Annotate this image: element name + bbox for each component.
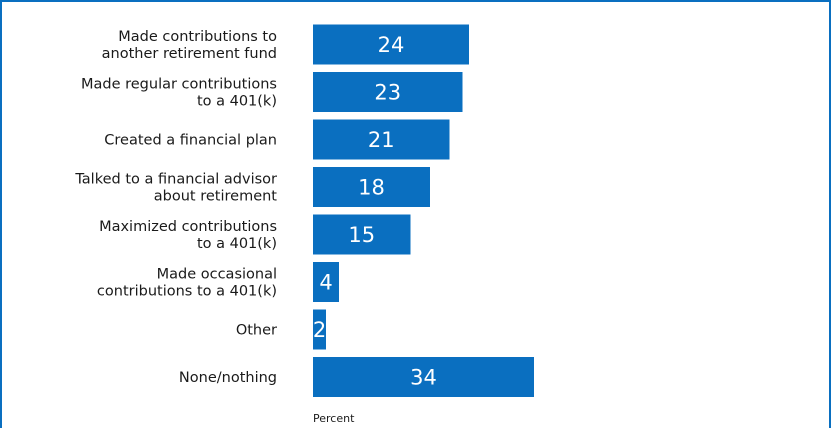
bar (313, 119, 450, 160)
bar-value-label: 34 (410, 366, 437, 390)
category-label: Other (236, 323, 277, 339)
bar-value-label: 18 (358, 176, 385, 200)
bar (313, 72, 463, 112)
bar (313, 262, 339, 302)
bar-value-label: 23 (374, 81, 401, 105)
bar-value-label: 24 (378, 33, 405, 57)
category-label: Created a financial plan (104, 133, 277, 149)
bar (313, 214, 411, 255)
bar-value-label: 15 (348, 223, 375, 247)
category-label: Talked to a financial advisor about retir… (74, 172, 277, 205)
bar-value-label: 4 (319, 271, 332, 295)
category-label: Made contributions to another retirement … (102, 29, 277, 62)
category-label: Made occasional contributions to a 401(k) (97, 267, 277, 300)
bar (313, 167, 430, 207)
bar (313, 24, 469, 65)
bar (313, 357, 534, 397)
category-label: Maximized contributions to a 401(k) (99, 219, 277, 252)
bar-value-label: 2 (313, 318, 326, 342)
category-label: None/nothing (179, 370, 277, 386)
category-label: Made regular contributions to a 401(k) (81, 77, 277, 110)
bar-value-label: 21 (368, 128, 395, 152)
bar (313, 309, 326, 350)
x-axis-title: Percent (313, 412, 355, 425)
